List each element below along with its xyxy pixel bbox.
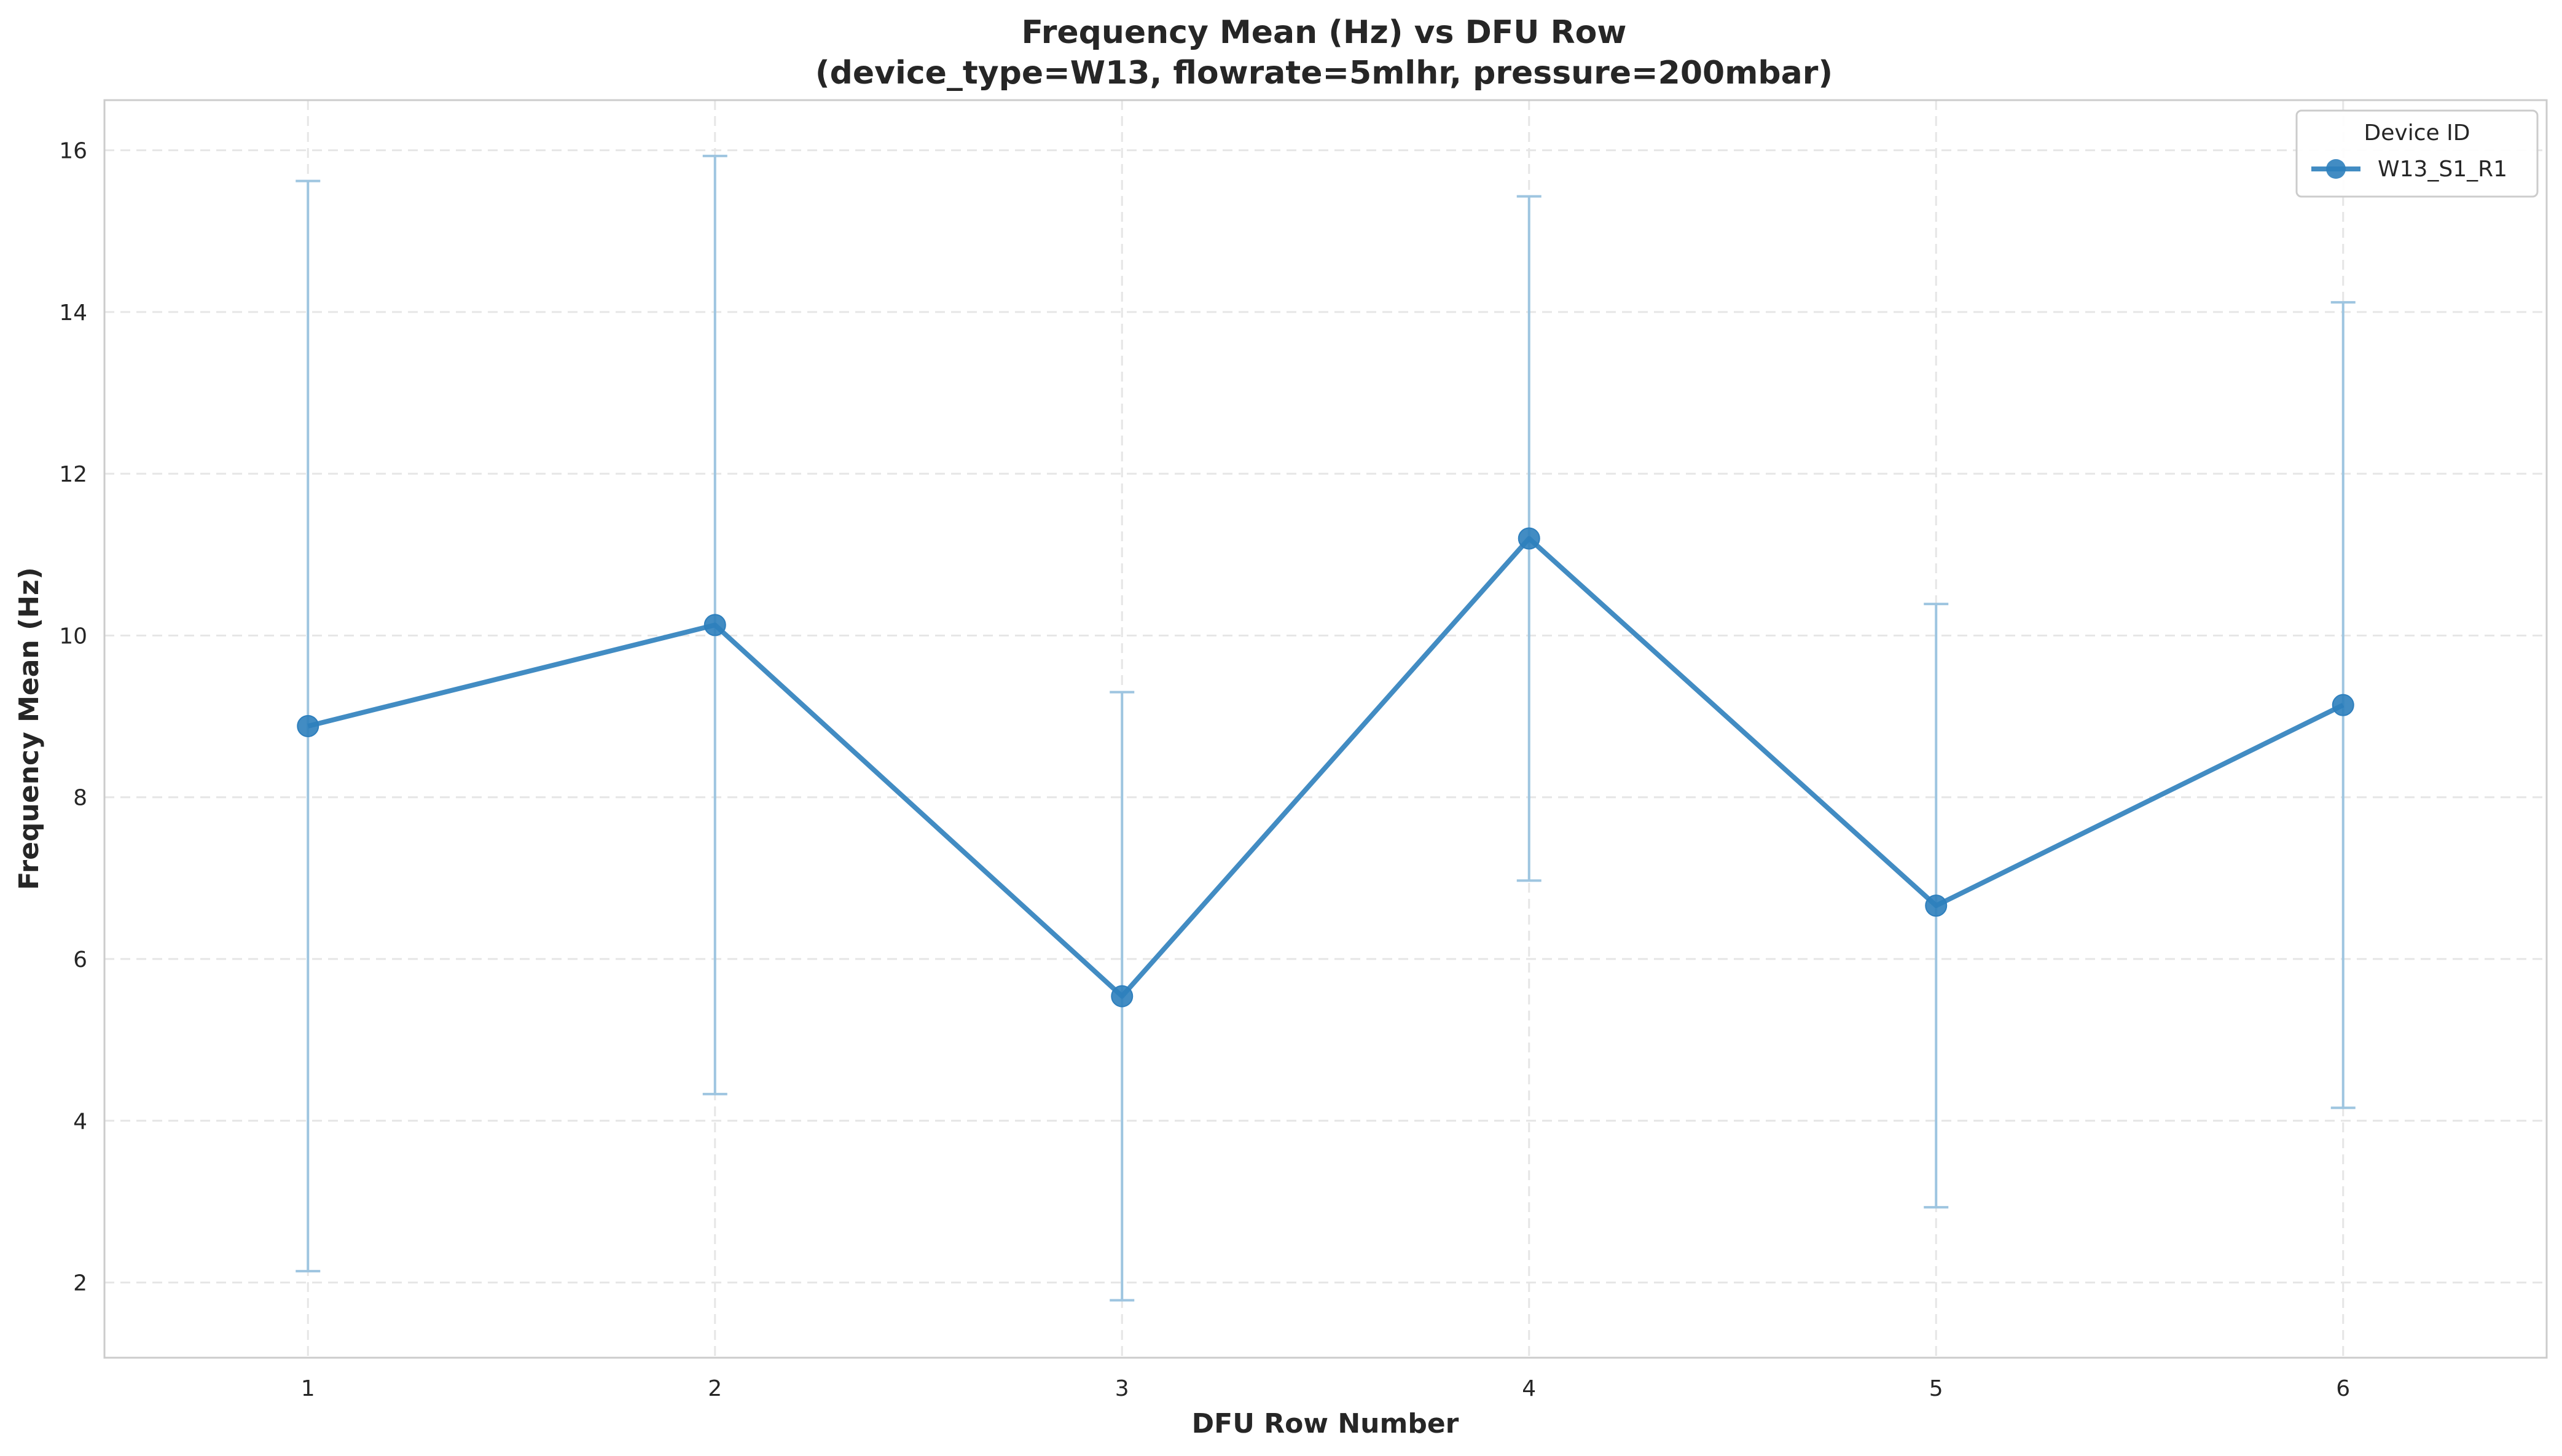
data-point xyxy=(297,714,319,737)
legend: Device ID W13_S1_R1 xyxy=(2295,109,2539,198)
y-tick-label: 10 xyxy=(59,624,87,649)
legend-marker xyxy=(2326,159,2346,179)
y-tick-label: 8 xyxy=(73,786,87,811)
y-tick-label: 12 xyxy=(59,462,87,487)
series-layer xyxy=(297,527,2354,1008)
legend-series-label: W13_S1_R1 xyxy=(2378,157,2507,182)
y-tick-label: 16 xyxy=(59,139,87,164)
plot-area-frame xyxy=(103,99,2548,1359)
chart-subtitle: (device_type=W13, flowrate=5mlhr, pressu… xyxy=(815,55,1833,92)
data-point xyxy=(703,614,726,636)
x-tick-label: 5 xyxy=(1929,1376,1943,1401)
y-tick-label: 4 xyxy=(73,1109,87,1134)
data-point xyxy=(1518,527,1540,550)
x-tick-label: 2 xyxy=(708,1376,722,1401)
y-tick-label: 14 xyxy=(59,300,87,326)
data-point xyxy=(1111,985,1134,1008)
y-tick-label: 2 xyxy=(73,1271,87,1296)
data-point xyxy=(1925,894,1948,917)
x-tick-label: 3 xyxy=(1115,1376,1129,1401)
data-point xyxy=(2332,694,2354,716)
chart-title: Frequency Mean (Hz) vs DFU Row xyxy=(1022,14,1627,51)
legend-box xyxy=(2295,109,2539,198)
y-axis-ticks: 2 4 6 8 10 12 14 16 xyxy=(59,139,87,1296)
x-axis-label: DFU Row Number xyxy=(1192,1408,1459,1439)
x-tick-label: 4 xyxy=(1522,1376,1536,1401)
x-tick-label: 6 xyxy=(2336,1376,2350,1401)
legend-title: Device ID xyxy=(2364,120,2470,146)
y-tick-label: 6 xyxy=(73,947,87,973)
y-axis-label: Frequency Mean (Hz) xyxy=(14,567,45,890)
x-tick-label: 1 xyxy=(301,1376,315,1401)
x-axis-ticks: 1 2 3 4 5 6 xyxy=(301,1376,2350,1401)
series-line xyxy=(307,536,2345,999)
